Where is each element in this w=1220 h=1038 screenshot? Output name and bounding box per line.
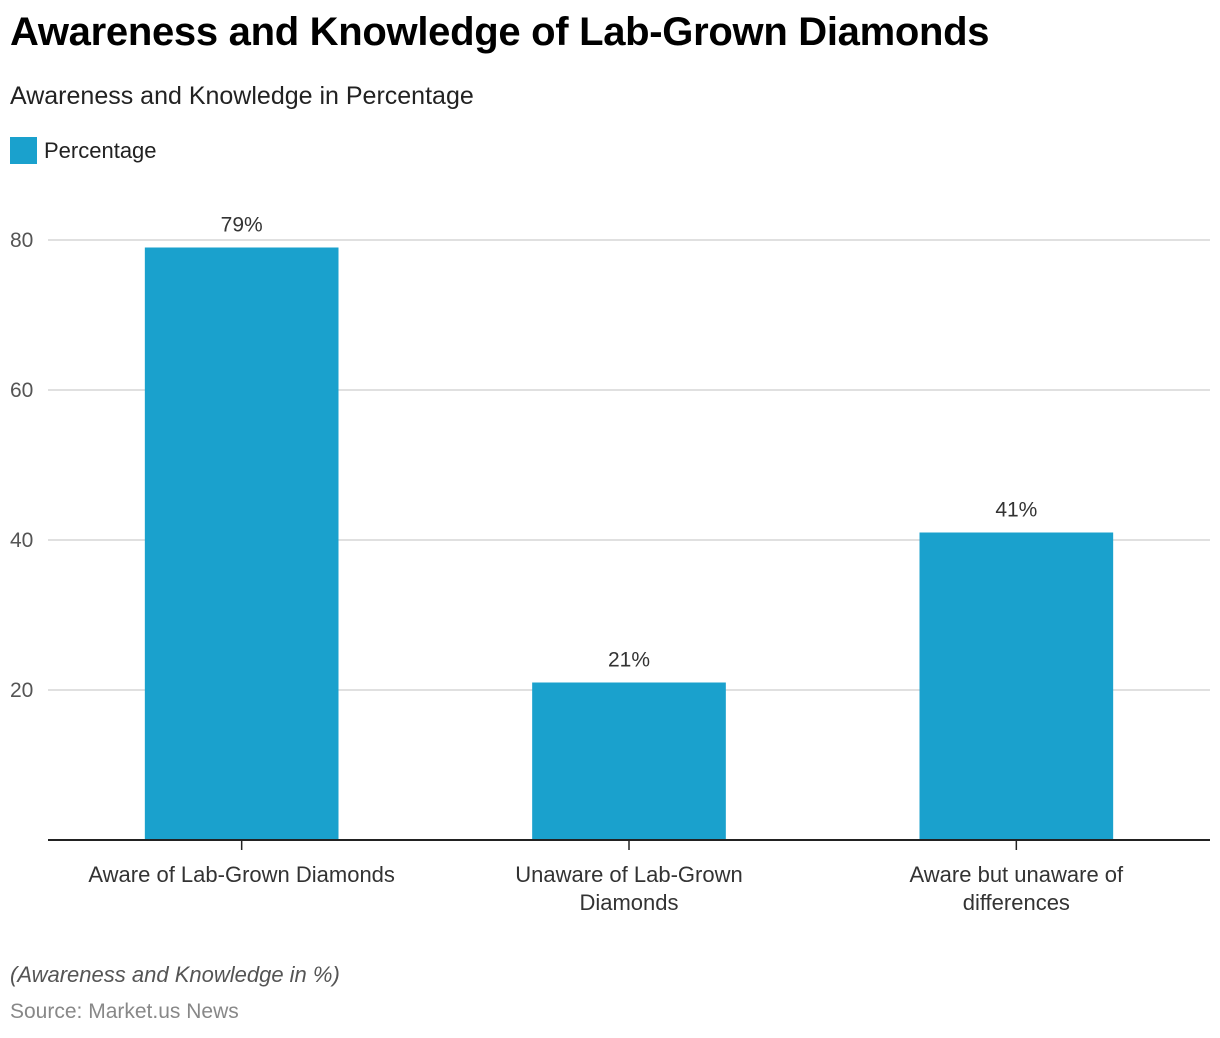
data-label: 41% <box>995 499 1037 522</box>
bar <box>919 532 1114 840</box>
legend: Percentage <box>10 137 157 164</box>
legend-label: Percentage <box>44 137 157 163</box>
y-tick-label: 60 <box>10 379 33 402</box>
chart-subtitle: Awareness and Knowledge in Percentage <box>10 82 474 110</box>
x-tick-label: Unaware of Lab-Grown <box>515 862 742 887</box>
x-tick-label: differences <box>963 890 1070 915</box>
x-tick-label: Aware of Lab-Grown Diamonds <box>88 862 395 887</box>
footnote: (Awareness and Knowledge in %) <box>10 962 340 987</box>
data-label: 21% <box>608 649 650 672</box>
bar <box>532 682 726 840</box>
x-tick-label: Diamonds <box>579 890 678 915</box>
y-tick-label: 40 <box>10 529 33 552</box>
bar <box>144 247 339 840</box>
chart-title: Awareness and Knowledge of Lab-Grown Dia… <box>10 10 990 54</box>
x-tick-label: Aware but unaware of <box>910 862 1125 887</box>
y-tick-label: 20 <box>10 679 33 702</box>
data-label: 79% <box>221 214 263 237</box>
legend-swatch <box>10 137 37 164</box>
y-tick-label: 80 <box>10 229 33 252</box>
source-note: Source: Market.us News <box>10 1000 239 1023</box>
